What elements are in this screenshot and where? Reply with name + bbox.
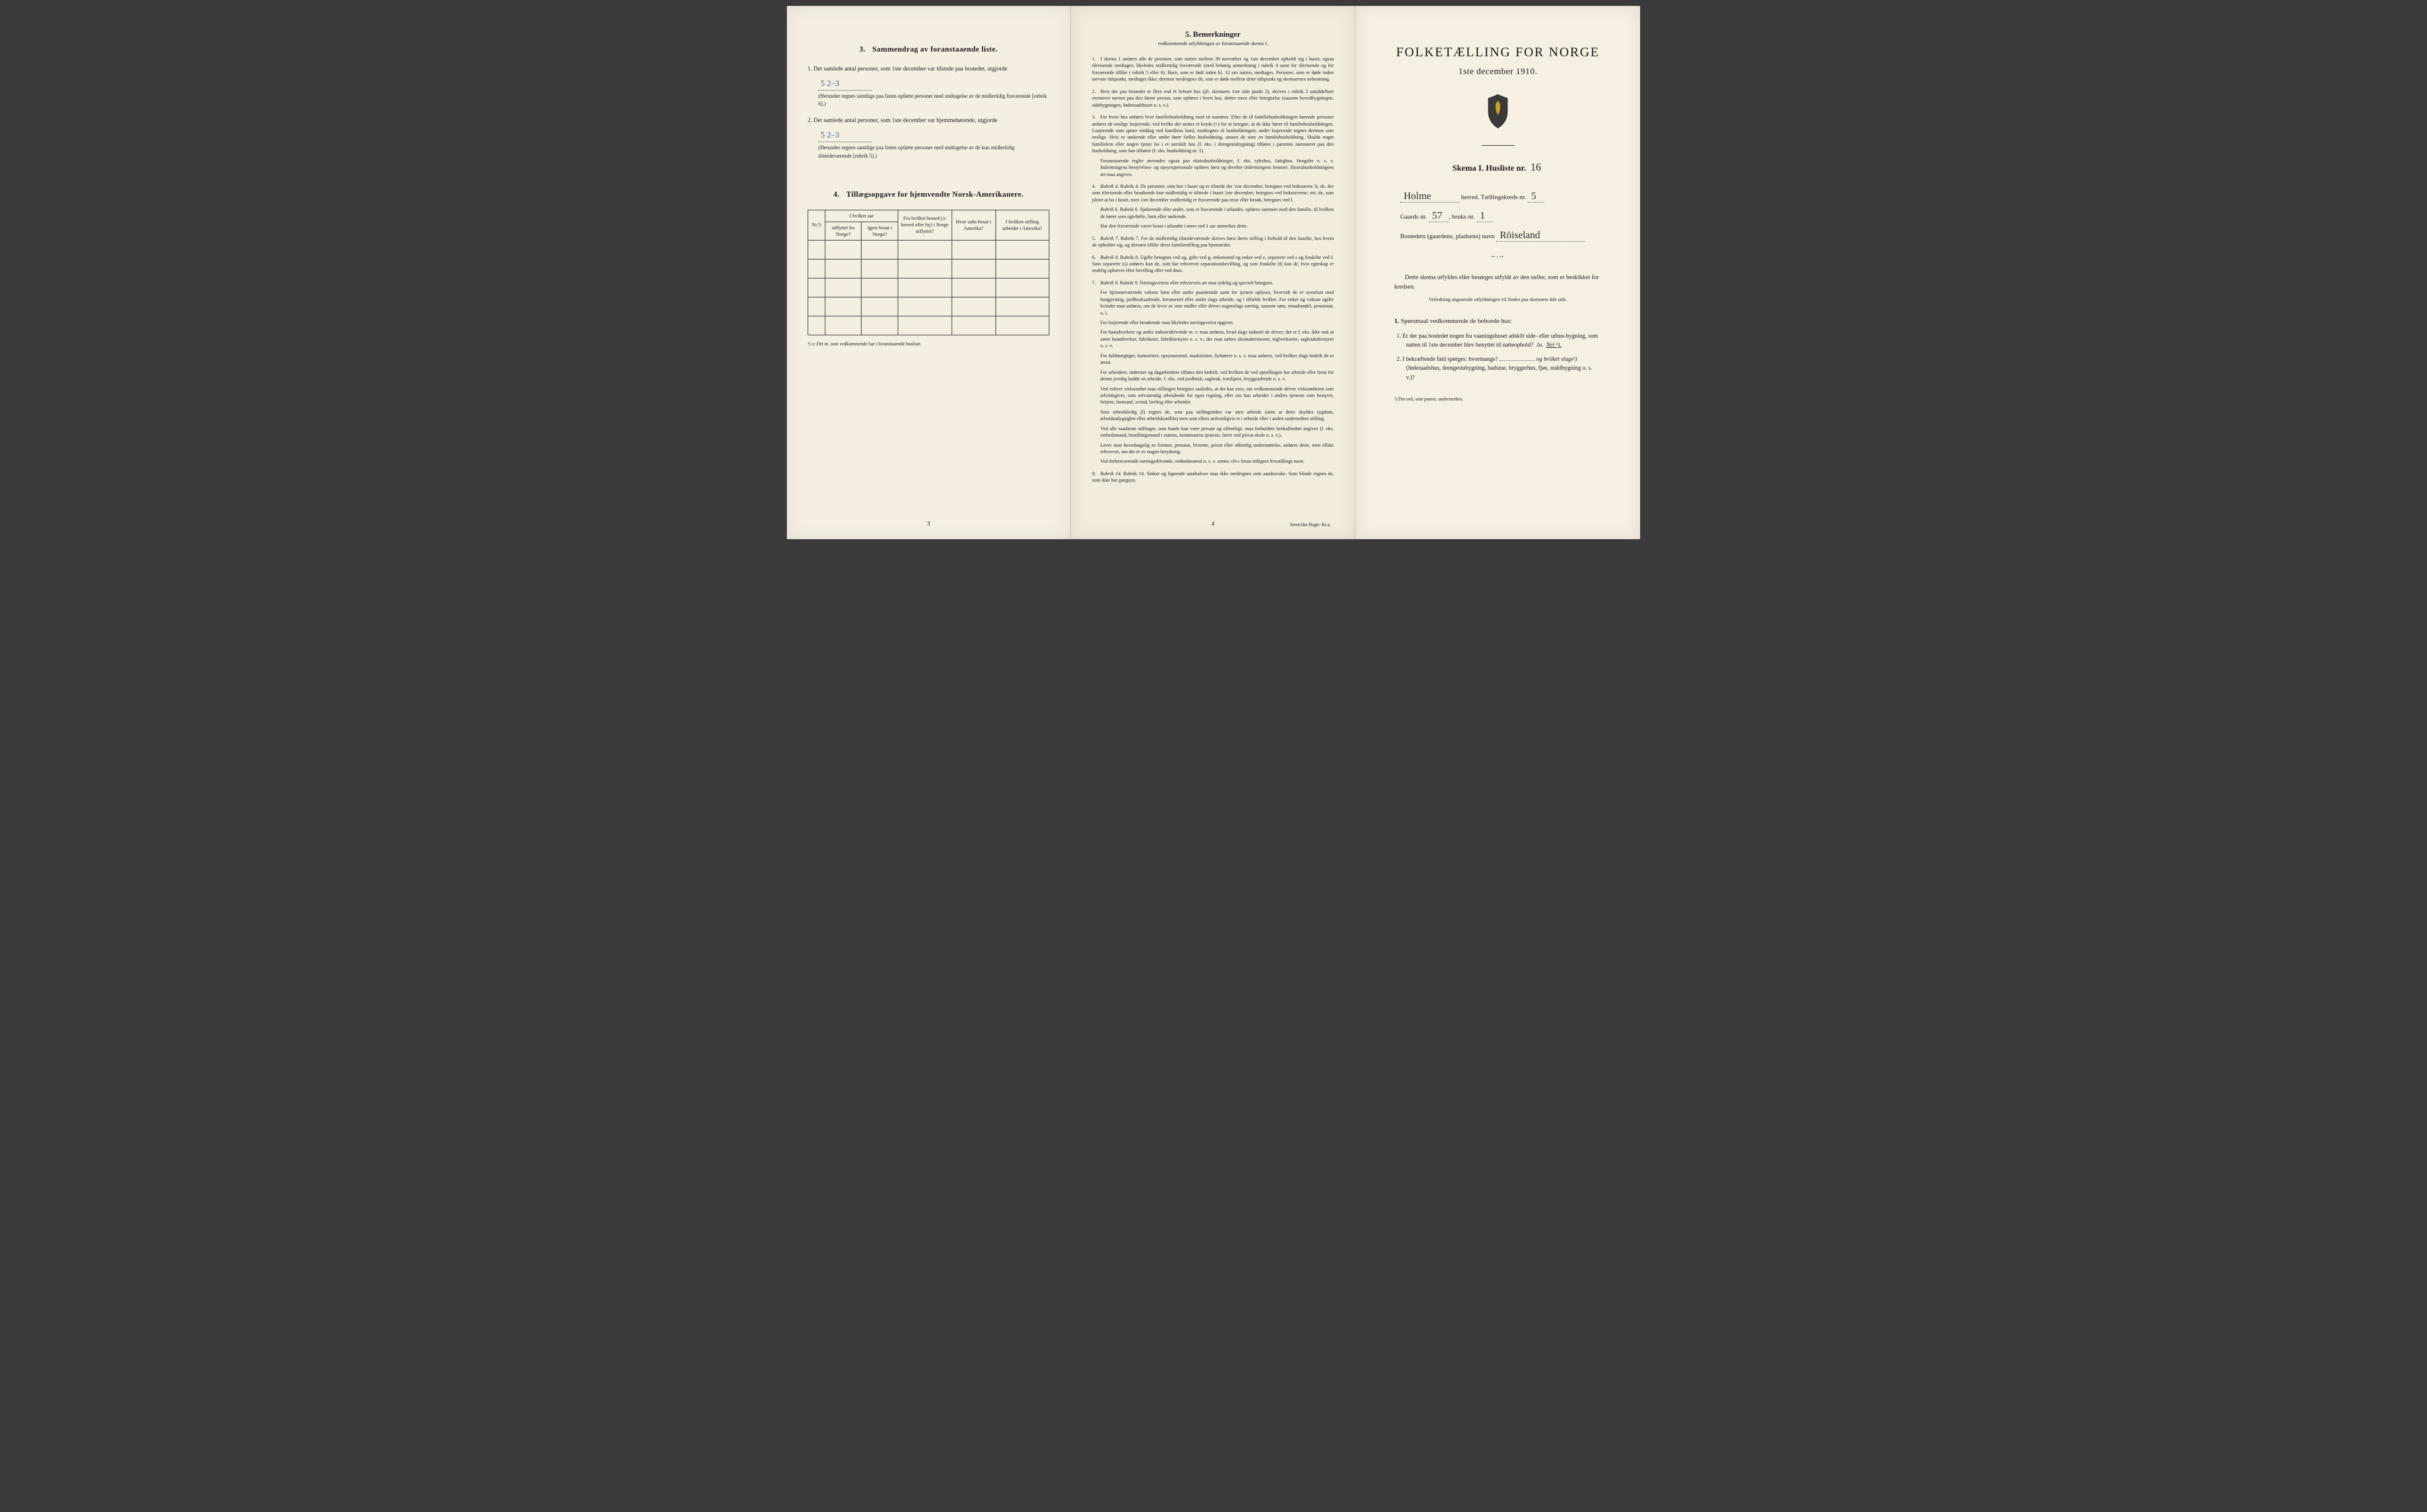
census-date: 1ste december 1910. bbox=[1376, 67, 1619, 77]
remark-6: 6.Rubrik 8. Rubrik 8. Ugifte betegnes ve… bbox=[1092, 254, 1334, 274]
page-middle: 5. Bemerkninger vedkommende utfyldningen… bbox=[1071, 6, 1356, 539]
remark-3: 3.For hvert hus anføres hver familiehush… bbox=[1092, 114, 1334, 178]
page-number: 3 bbox=[927, 521, 930, 527]
printer-mark: Steen'ske Bogtr. Kr.a. bbox=[1290, 522, 1331, 527]
bruks-value: 1 bbox=[1477, 210, 1493, 222]
intro-sub: Veiledning angaaende utfyldningen vil fi… bbox=[1376, 296, 1619, 302]
page-left: 3. Sammendrag av foranstaaende liste. 1.… bbox=[787, 6, 1071, 539]
remarks-heading: 5. Bemerkninger bbox=[1092, 30, 1334, 39]
page-number: 4 bbox=[1212, 521, 1215, 527]
coat-of-arms-icon bbox=[1376, 94, 1619, 131]
remarks-sub: vedkommende utfyldningen av foranstaaend… bbox=[1092, 40, 1334, 46]
document-spread: 3. Sammendrag av foranstaaende liste. 1.… bbox=[787, 6, 1640, 539]
husliste-nr: 16 bbox=[1528, 161, 1544, 173]
col-emigrated: utflyttet fra Norge? bbox=[825, 222, 862, 240]
col-year-group: I hvilket aar bbox=[825, 210, 898, 222]
herred-row: Holme herred. Tællingskreds nr. 5 bbox=[1376, 190, 1619, 203]
footnote-hint: ¹) Det ord, som passer, understrekes. bbox=[1376, 396, 1619, 402]
remark-2: 2.Hvis der paa bostedet er flere end ét … bbox=[1092, 88, 1334, 108]
s3-item1-note: (Herunder regnes samtlige paa listen opf… bbox=[818, 92, 1049, 108]
gaard-value: 57 bbox=[1429, 210, 1449, 222]
table-row bbox=[808, 259, 1049, 278]
answer-nei: Nei ¹). bbox=[1547, 342, 1561, 348]
s3-item1: 1. Det samlede antal personer, som 1ste … bbox=[808, 65, 1049, 108]
question-2: 2. I bekræftende fald spørges: hvormange… bbox=[1406, 355, 1602, 383]
divider bbox=[1482, 145, 1515, 146]
bosted-value: Röiseland bbox=[1496, 229, 1585, 242]
s3-item2-note: (Herunder regnes samtlige paa listen opf… bbox=[818, 144, 1049, 159]
s3-item1-value: 5 2–3 bbox=[818, 78, 872, 91]
question-1: 1. Er der paa bostedet nogen fra vaaning… bbox=[1406, 332, 1602, 350]
col-returned: igjen bosat i Norge? bbox=[862, 222, 898, 240]
remark-8: 8.Rubrik 14. Rubrik 14. Sinker og lignen… bbox=[1092, 470, 1334, 484]
col-nr: Nr.¹) bbox=[808, 210, 825, 240]
table-row bbox=[808, 297, 1049, 316]
col-where: Hvor sidst bosat i Amerika? bbox=[952, 210, 995, 240]
kreds-value: 5 bbox=[1528, 190, 1544, 203]
section4-title: 4. Tillægsopgave for hjemvendte Norsk-Am… bbox=[808, 190, 1049, 199]
s3-item2: 2. Det samlede antal personer, som 1ste … bbox=[808, 116, 1049, 159]
intro-text: Dette skema utfyldes eller besørges utfy… bbox=[1394, 273, 1602, 293]
s3-item2-value: 5 2–3 bbox=[818, 129, 872, 143]
remark-7: 7.Rubrik 9. Rubrik 9. Næringsveiens elle… bbox=[1092, 280, 1334, 465]
question-header: 1. Spørsmaal vedkommende de beboede hus: bbox=[1394, 318, 1602, 325]
ornament-icon: ~·~ bbox=[1376, 252, 1619, 261]
s4-footnote: ¹) ɔ: Det nr. som vedkommende har i fora… bbox=[808, 341, 1049, 347]
col-work: I hvilken stilling arbeidet i Amerika? bbox=[995, 210, 1049, 240]
section3-title: 3. Sammendrag av foranstaaende liste. bbox=[808, 44, 1049, 54]
gaard-row: Gaards nr. 57, bruks nr. 1 bbox=[1376, 210, 1619, 222]
skema-line: Skema I. Husliste nr. 16 bbox=[1376, 161, 1619, 174]
herred-value: Holme bbox=[1400, 190, 1459, 203]
table-row bbox=[808, 278, 1049, 297]
table-row bbox=[808, 240, 1049, 259]
remark-5: 5.Rubrik 7. Rubrik 7. For de midlertidig… bbox=[1092, 235, 1334, 249]
census-title: FOLKETÆLLING FOR NORGE bbox=[1376, 44, 1619, 60]
table-row bbox=[808, 316, 1049, 335]
col-from: Fra hvilket bosted (ɔ: herred eller by) … bbox=[898, 210, 952, 240]
page-right: FOLKETÆLLING FOR NORGE 1ste december 191… bbox=[1356, 6, 1640, 539]
emigrant-table: Nr.¹) I hvilket aar Fra hvilket bosted (… bbox=[808, 210, 1049, 335]
remark-1: 1.I skema 1 anføres alle de personer, so… bbox=[1092, 56, 1334, 83]
remark-4: 4.Rubrik 4. Rubrik 4. De personer, som b… bbox=[1092, 183, 1334, 230]
bosted-row: Bostedets (gaardens, pladsens) navn Röis… bbox=[1376, 229, 1619, 242]
